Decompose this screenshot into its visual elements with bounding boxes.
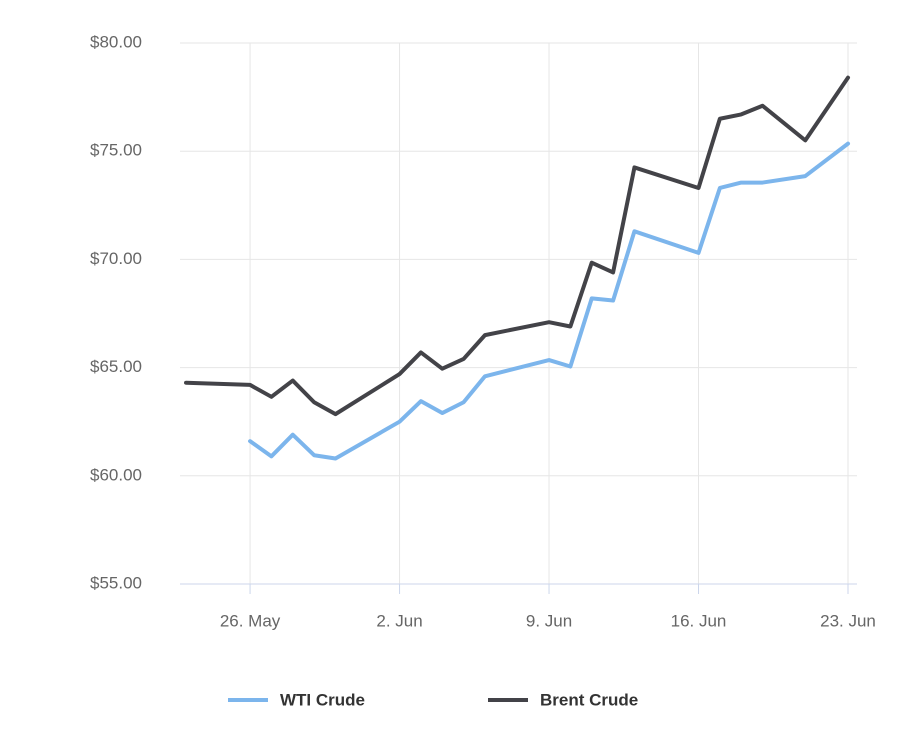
y-tick-label: $55.00 <box>90 573 142 592</box>
y-tick-label: $60.00 <box>90 465 142 484</box>
legend-label: WTI Crude <box>280 690 365 709</box>
x-tick-label: 23. Jun <box>820 611 876 630</box>
legend-item[interactable]: Brent Crude <box>488 690 638 709</box>
series-line <box>248 141 850 461</box>
x-tick-label: 26. May <box>220 611 281 630</box>
y-tick-label: $70.00 <box>90 249 142 268</box>
y-tick-label: $75.00 <box>90 141 142 160</box>
x-tick-label: 2. Jun <box>376 611 422 630</box>
x-tick-label: 16. Jun <box>671 611 727 630</box>
y-tick-label: $80.00 <box>90 32 142 51</box>
legend-item[interactable]: WTI Crude <box>228 690 365 709</box>
series-line <box>184 75 850 417</box>
legend-label: Brent Crude <box>540 690 638 709</box>
y-tick-label: $65.00 <box>90 357 142 376</box>
x-tick-label: 9. Jun <box>526 611 572 630</box>
